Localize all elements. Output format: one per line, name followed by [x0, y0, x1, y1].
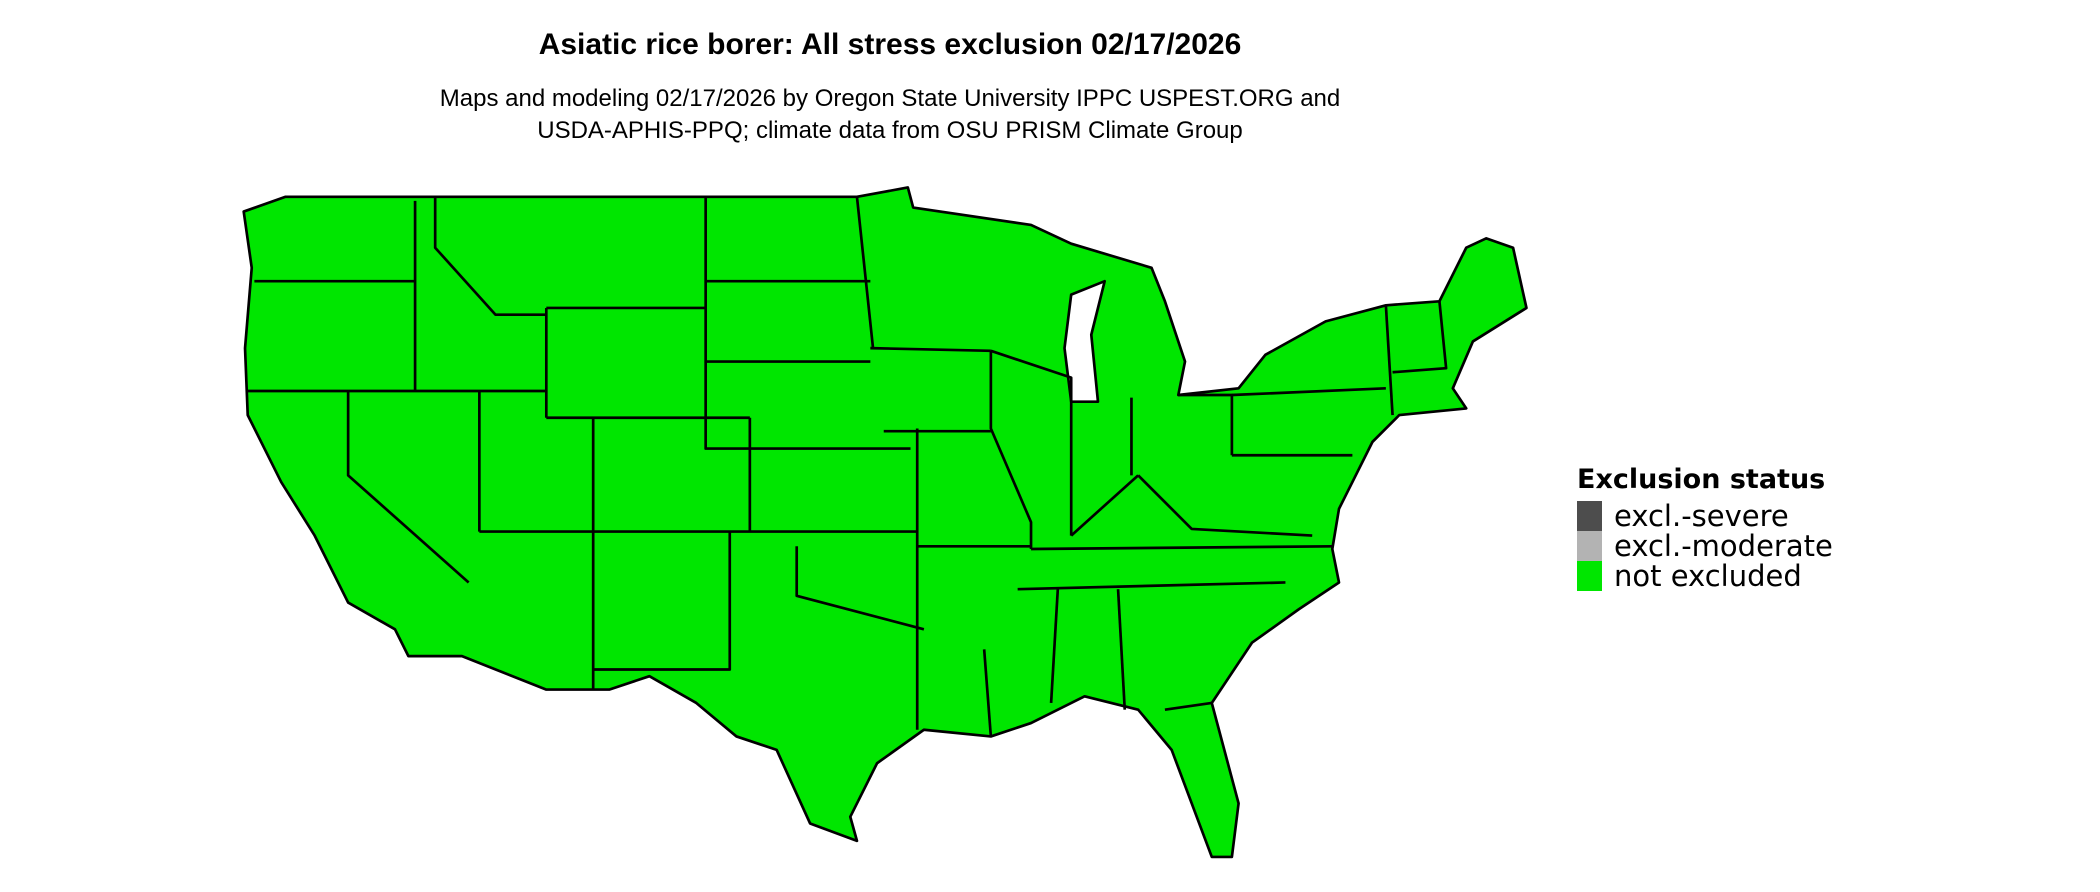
us-outline: [242, 186, 1528, 859]
legend-swatch: [1577, 561, 1602, 591]
legend-item-severe: excl.-severe: [1577, 501, 1833, 531]
legend: Exclusion status excl.-severe excl.-mode…: [1577, 464, 1833, 591]
legend-swatch: [1577, 501, 1602, 531]
legend-label: excl.-moderate: [1614, 529, 1833, 563]
legend-label: excl.-severe: [1614, 499, 1789, 533]
legend-item-moderate: excl.-moderate: [1577, 531, 1833, 561]
map-subtitle-line-2: USDA-APHIS-PPQ; climate data from OSU PR…: [537, 117, 1243, 144]
legend-item-not-excluded: not excluded: [1577, 561, 1833, 591]
legend-title: Exclusion status: [1577, 464, 1826, 495]
legend-swatch: [1577, 531, 1602, 561]
map-subtitle-line-1: Maps and modeling 02/17/2026 by Oregon S…: [439, 85, 1341, 112]
lake-michigan: [1063, 279, 1107, 404]
legend-label: not excluded: [1614, 559, 1802, 593]
map-title: Asiatic rice borer: All stress exclusion…: [538, 28, 1242, 61]
state-boundaries: [247, 196, 1448, 737]
